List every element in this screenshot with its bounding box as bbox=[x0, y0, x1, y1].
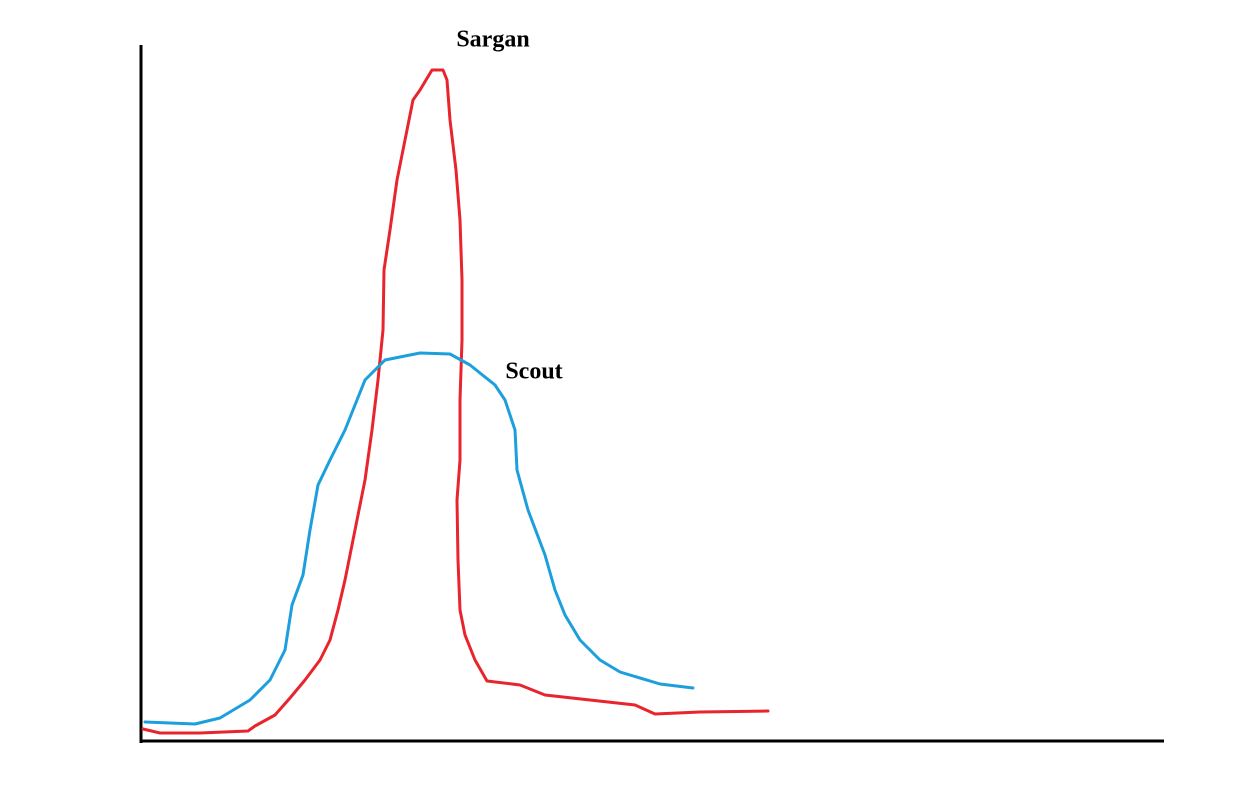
curve-label: Sargan bbox=[456, 27, 529, 53]
sargan-curve bbox=[141, 68, 770, 735]
scout-curve bbox=[143, 351, 695, 726]
curve-label: Scout bbox=[505, 359, 562, 385]
